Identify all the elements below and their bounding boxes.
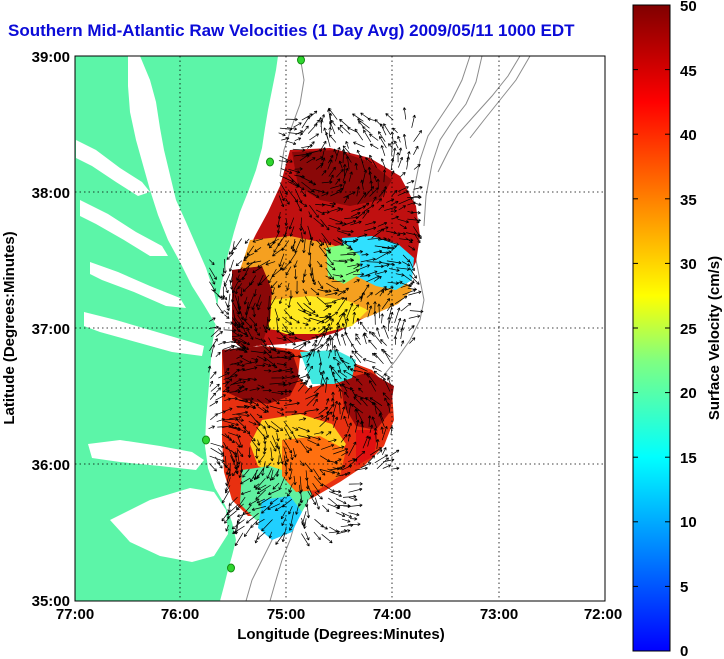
rappahannock-river (80, 200, 168, 256)
y-tick-label: 36:00 (32, 457, 70, 474)
radar-station (227, 563, 235, 573)
x-tick-label: 77:00 (56, 606, 94, 623)
colorbar-tick-labels: 50 45 40 35 30 25 20 15 10 5 0 (680, 0, 697, 659)
colorbar-tick-label: 0 (680, 643, 688, 659)
x-axis-label: Longitude (Degrees:Minutes) (237, 626, 445, 643)
colorbar-tick-label: 5 (680, 579, 688, 596)
x-tick-label: 75:00 (267, 606, 305, 623)
x-tick-label: 76:00 (161, 606, 199, 623)
x-tick-label: 72:00 (584, 606, 622, 623)
map-title: Southern Mid-Atlantic Raw Velocities (1 … (8, 21, 575, 40)
y-tick-label: 37:00 (32, 321, 70, 338)
x-tick-label: 73:00 (480, 606, 518, 623)
james-river (84, 312, 204, 356)
y-tick-labels: 39:00 38:00 37:00 36:00 35:00 (32, 49, 70, 610)
y-tick-label: 38:00 (32, 185, 70, 202)
vector-arrows (207, 107, 424, 547)
velocity-vectors (207, 107, 424, 547)
velocity-east-cyan (342, 236, 414, 290)
velocity-south-dark (222, 346, 300, 404)
colorbar-tick-label: 15 (680, 450, 697, 467)
chesapeake-bay (128, 56, 220, 325)
radar-station (202, 435, 210, 445)
y-axis-label: Latitude (Degrees:Minutes) (1, 231, 18, 424)
x-tick-label: 74:00 (373, 606, 411, 623)
velocity-north-dark (292, 150, 392, 206)
velocity-green-patch (326, 244, 360, 284)
colorbar-tick-label: 20 (680, 385, 697, 402)
grid-lines (75, 56, 605, 601)
colorbar-tick-label: 50 (680, 0, 697, 15)
colorbar-tick-label: 35 (680, 192, 697, 209)
velocity-red-edge (356, 430, 378, 466)
plot-frame (74, 55, 606, 602)
colorbar: 50 45 40 35 30 25 20 15 10 5 0 Surface V… (632, 0, 723, 659)
colorbar-ticks (633, 4, 670, 652)
potomac-river (76, 140, 150, 196)
radar-stations (202, 56, 305, 573)
radar-station (266, 157, 274, 167)
york-river (90, 262, 186, 308)
radar-station (297, 56, 305, 65)
y-tick-label: 39:00 (32, 49, 70, 66)
colorbar-tick-label: 10 (680, 514, 697, 531)
colorbar-gradient (632, 4, 671, 652)
velocity-east-dark (340, 372, 394, 430)
colorbar-label: Surface Velocity (cm/s) (706, 256, 723, 420)
colorbar-tick-label: 25 (680, 321, 697, 338)
colorbar-tick-label: 30 (680, 256, 697, 273)
x-tick-labels: 77:00 76:00 75:00 74:00 73:00 72:00 (56, 606, 622, 623)
colorbar-tick-label: 45 (680, 63, 697, 80)
albemarle-sound (88, 440, 204, 470)
y-tick-label: 35:00 (32, 593, 70, 610)
pamlico-sound (110, 488, 228, 562)
colorbar-tick-label: 40 (680, 127, 697, 144)
